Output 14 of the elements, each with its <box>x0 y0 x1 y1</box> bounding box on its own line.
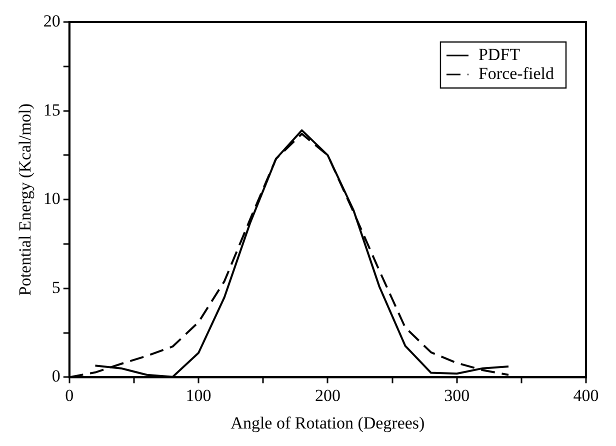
x-tick-label: 200 <box>314 386 340 405</box>
x-tick-label: 100 <box>186 386 212 405</box>
x-axis-title: Angle of Rotation (Degrees) <box>230 413 425 432</box>
y-tick-label: 5 <box>52 278 60 297</box>
y-tick-label: 10 <box>43 189 60 208</box>
legend-label: PDFT <box>478 44 521 64</box>
y-tick-label: 20 <box>43 11 60 30</box>
x-tick-label: 400 <box>573 386 599 405</box>
y-axis-title: Potential Energy (Kcal/mol) <box>16 103 35 296</box>
y-tick-label: 15 <box>43 100 60 120</box>
x-tick-label: 0 <box>65 386 74 405</box>
y-tick-label: 0 <box>52 366 60 386</box>
legend-label: Force-field <box>478 64 554 83</box>
x-tick-label: 300 <box>444 386 470 405</box>
